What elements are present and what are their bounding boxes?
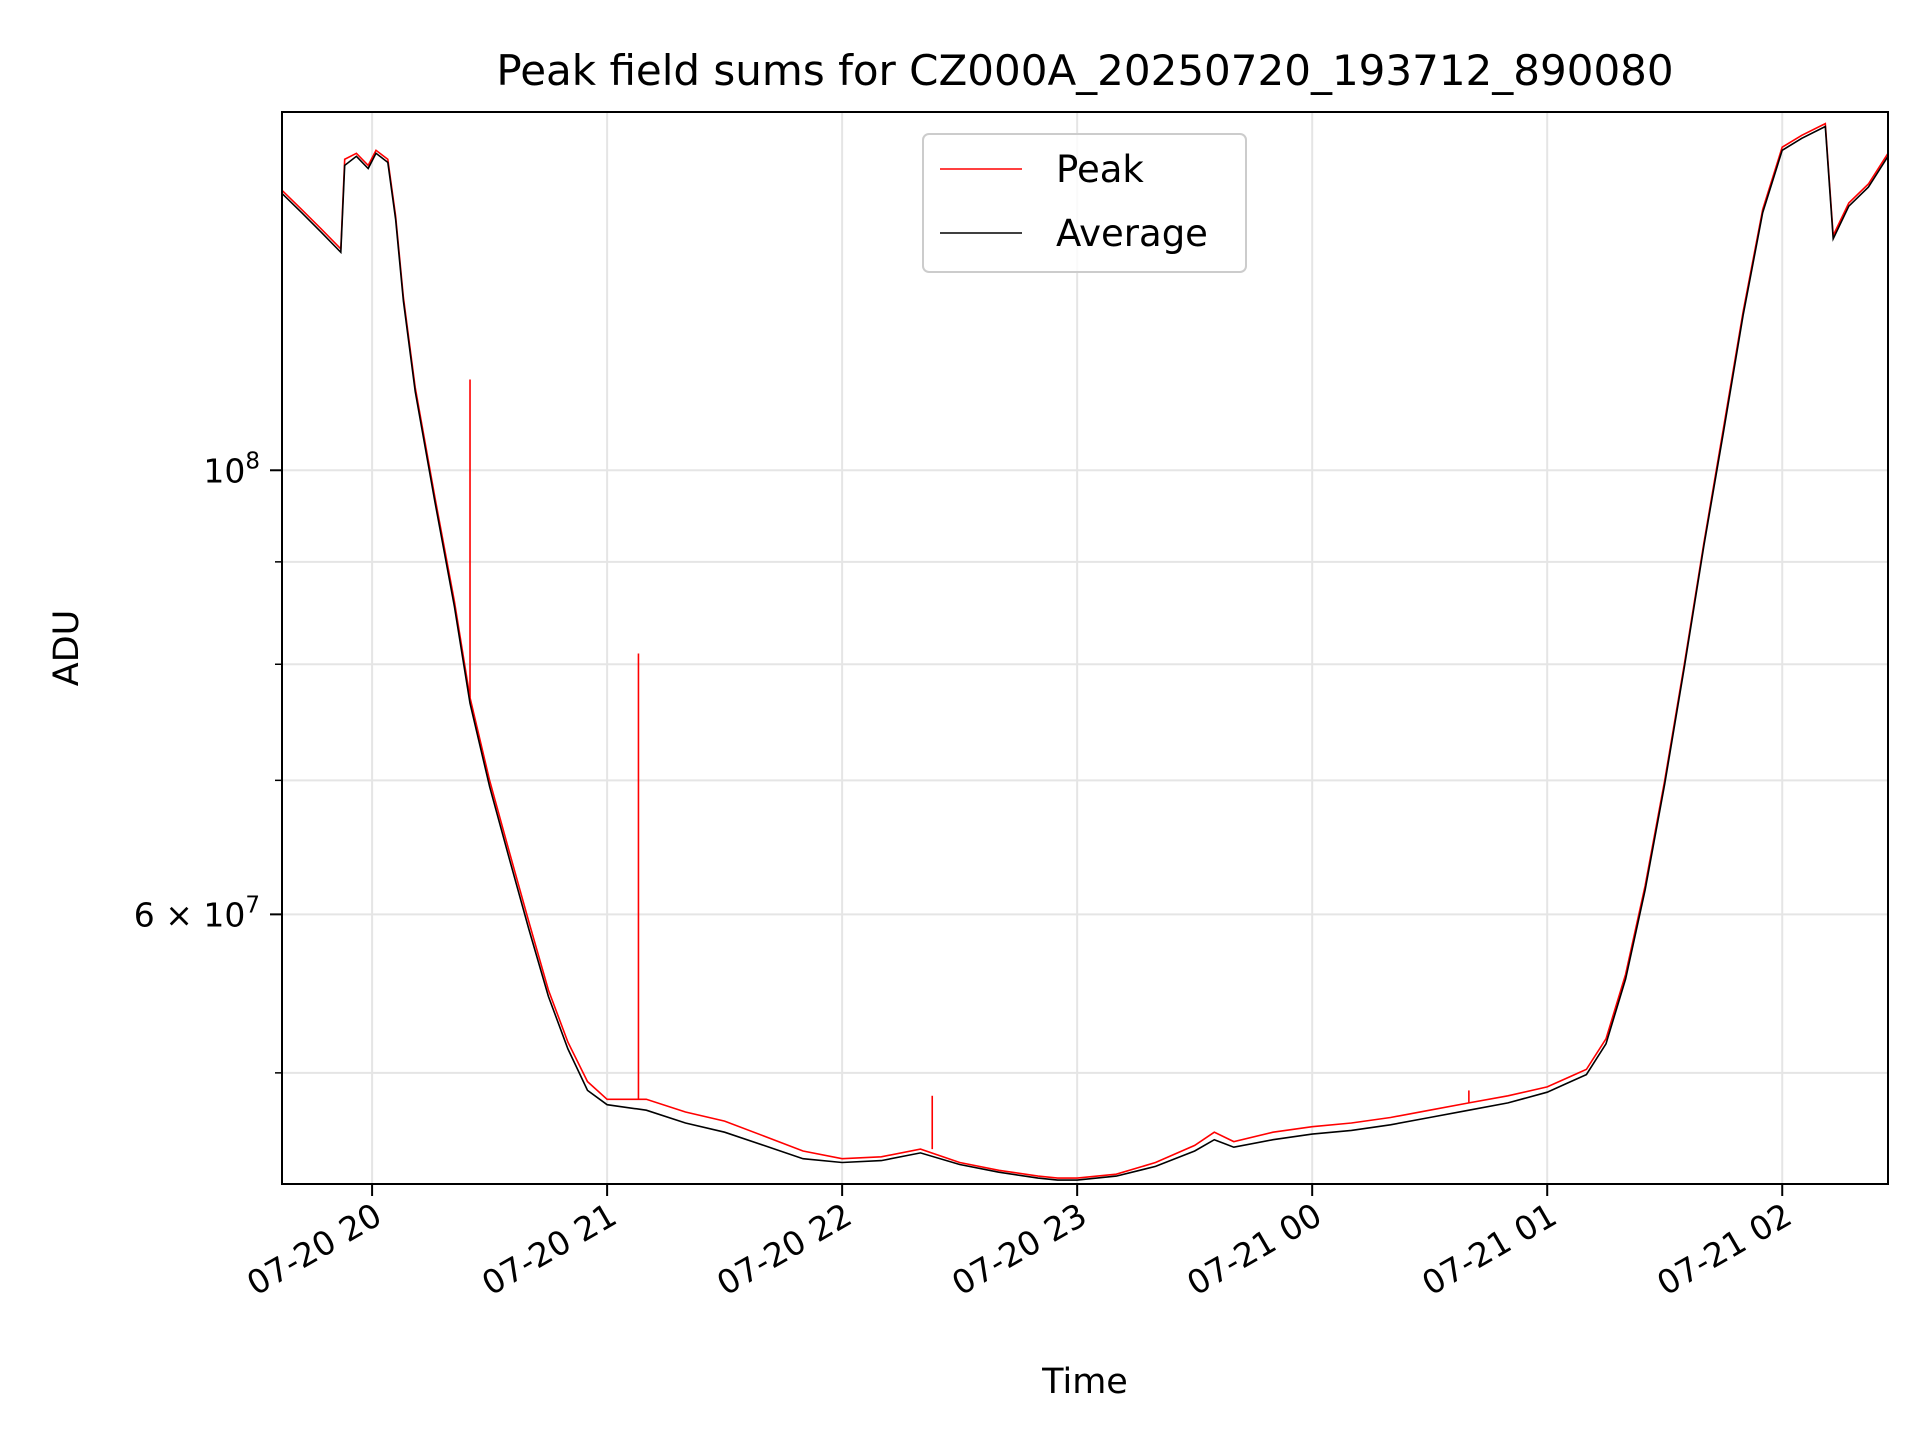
- grid-lines: [282, 112, 1888, 1184]
- series-line-average: [281, 125, 1889, 1181]
- y-tick-label: 108: [203, 448, 260, 490]
- y-axis: 108 6 × 107: [134, 448, 282, 1074]
- x-tick-label: 07-21 02: [1650, 1195, 1798, 1303]
- legend: Peak Average: [922, 133, 1247, 273]
- x-tick-label: 07-21 01: [1415, 1195, 1563, 1303]
- legend-label-peak: Peak: [1056, 148, 1144, 191]
- plot-frame: [281, 111, 1889, 1185]
- x-tick-label: 07-20 20: [240, 1195, 388, 1303]
- y-axis-label: ADU: [47, 610, 87, 687]
- x-axis-label: Time: [1041, 1362, 1128, 1402]
- x-axis: 07-20 20 07-20 21 07-20 22 07-20 23 07-21 00…: [240, 1184, 1798, 1303]
- legend-label-average: Average: [1056, 212, 1208, 255]
- x-tick-label: 07-21 00: [1180, 1195, 1328, 1303]
- y-tick-label: 6 × 107: [134, 892, 260, 934]
- x-tick-label: 07-20 21: [475, 1195, 623, 1303]
- x-tick-label: 07-20 22: [710, 1195, 858, 1303]
- x-tick-label: 07-20 23: [945, 1195, 1093, 1303]
- peak-spikes: [469, 379, 1470, 1150]
- series-layer: [281, 122, 1889, 1181]
- chart-title: Peak field sums for CZ000A_20250720_1937…: [496, 46, 1673, 95]
- series-line-peak: [281, 122, 1889, 1179]
